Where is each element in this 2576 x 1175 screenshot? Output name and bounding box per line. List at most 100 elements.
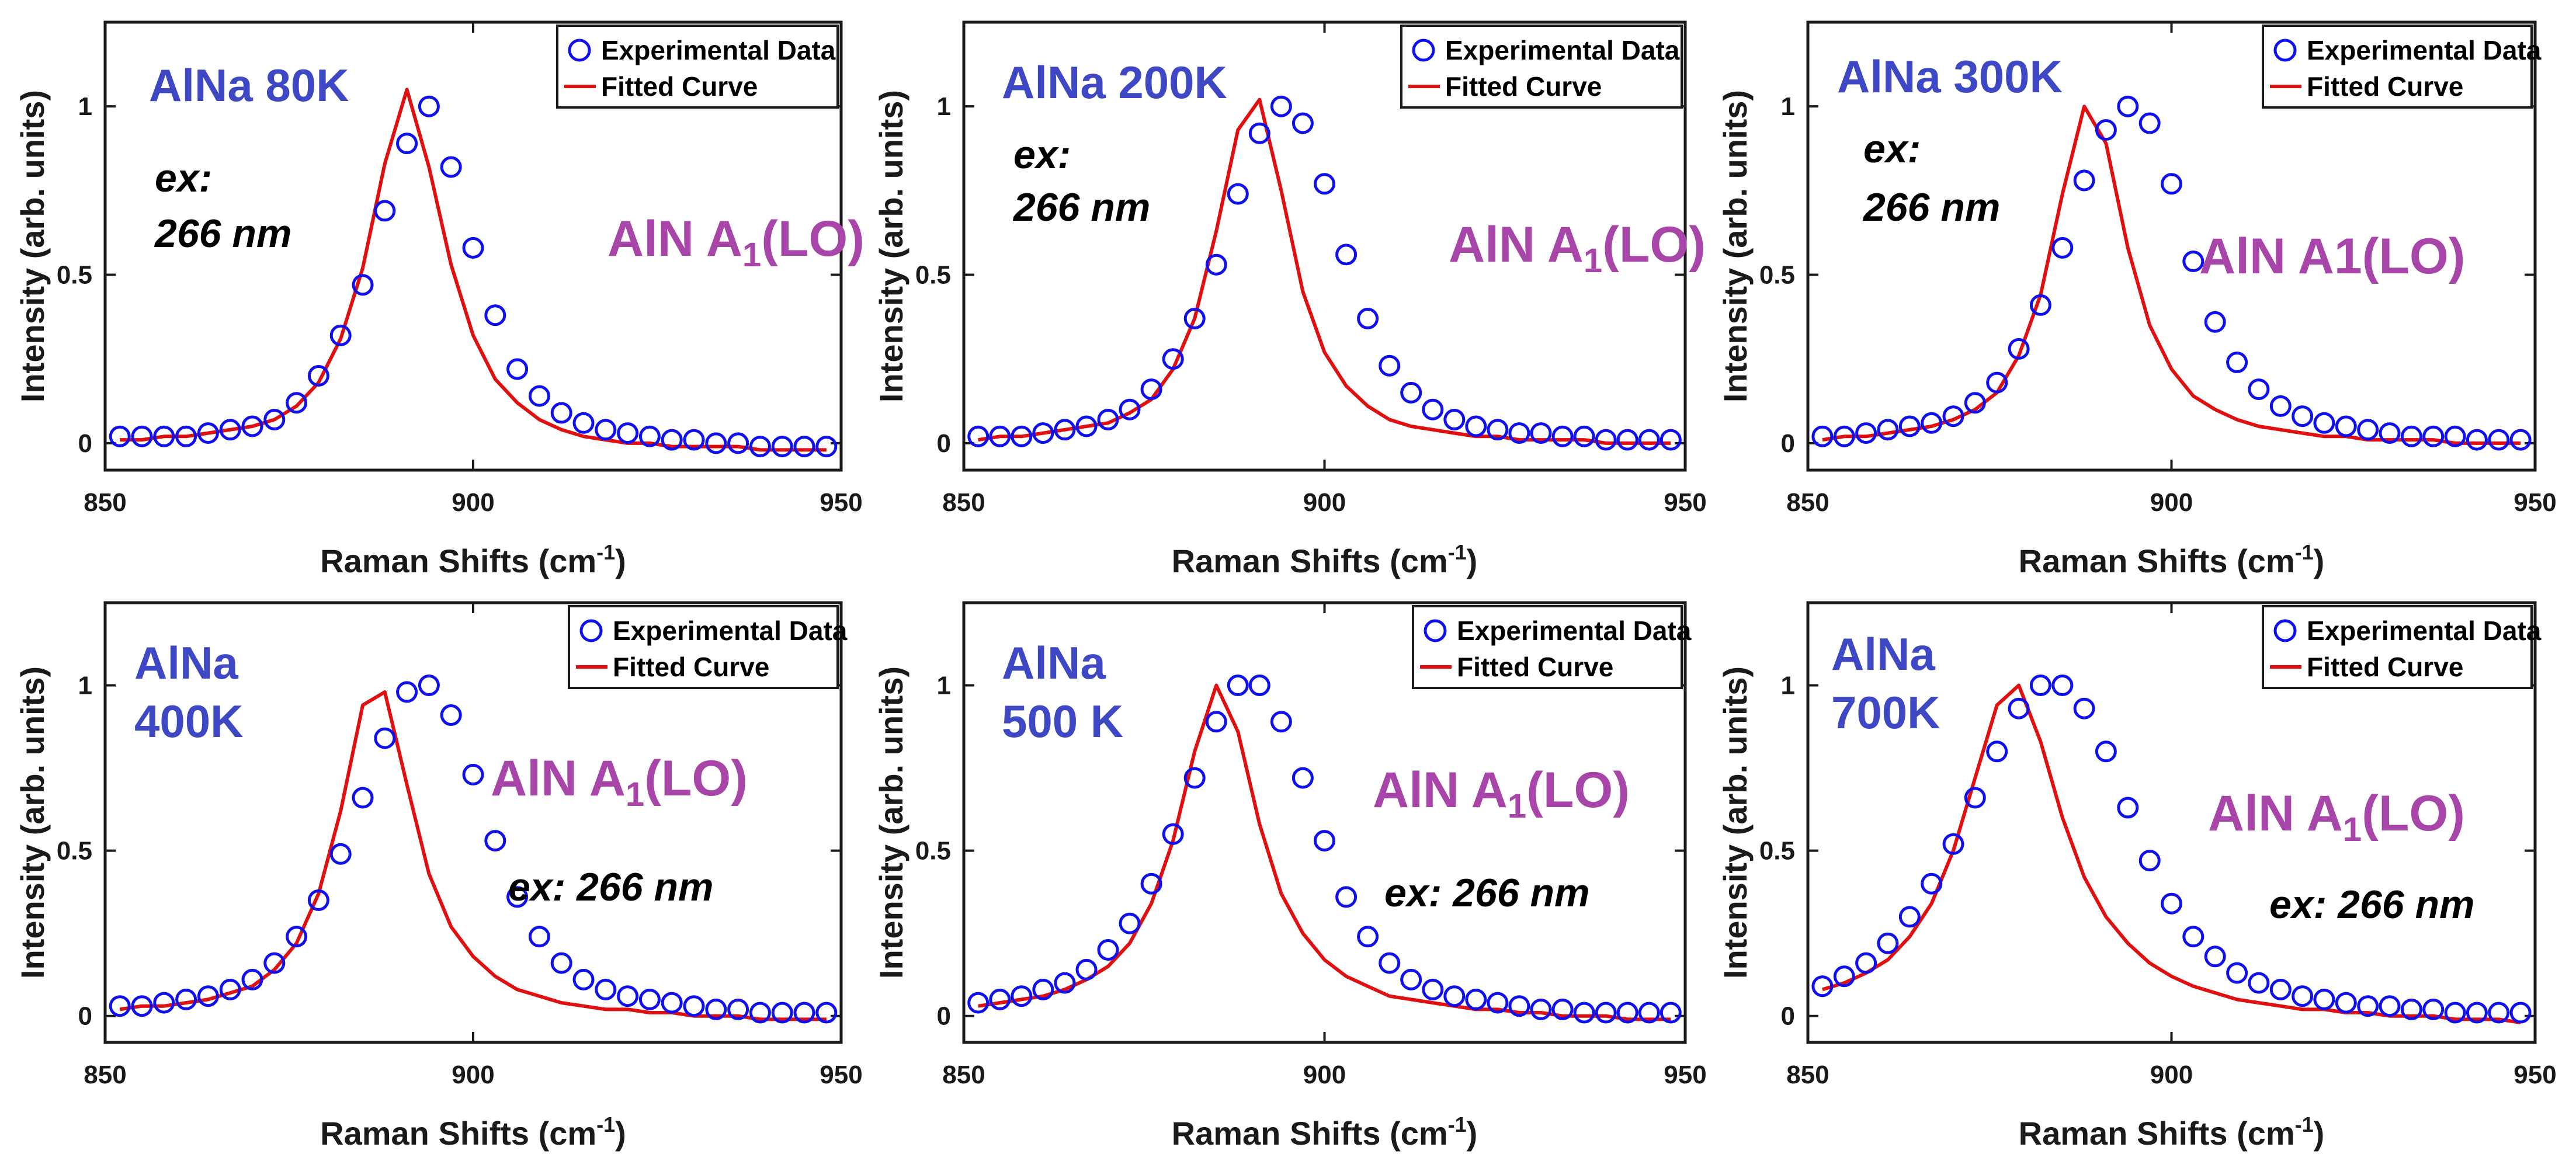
- x-axis-label-tail: ): [615, 1115, 626, 1152]
- x-tick-label: 950: [820, 488, 862, 517]
- x-axis-label-main: Raman Shifts (cm: [320, 543, 596, 579]
- data-point: [1942, 405, 1964, 427]
- data-point: [572, 968, 595, 990]
- legend-label-experimental: Experimental Data: [1457, 616, 1692, 646]
- data-point: [661, 992, 683, 1014]
- data-point: [2138, 112, 2161, 134]
- legend-label-fitted: Fitted Curve: [1457, 652, 1613, 682]
- legend-label-fitted: Fitted Curve: [2307, 71, 2463, 102]
- data-point: [418, 95, 440, 117]
- chart-panel-2: 850 900 950 0 0.5 1 Raman Shifts (cm-1) Intensi…: [873, 20, 1707, 579]
- data-point: [1616, 1002, 1638, 1024]
- peak-label: AlN A1(LO): [2199, 228, 2465, 284]
- data-point: [1986, 741, 2008, 763]
- data-point: [307, 889, 329, 911]
- y-tick-label: 0: [78, 429, 92, 458]
- peak-label-tail: (LO): [1526, 762, 1630, 818]
- data-point: [1119, 912, 1141, 934]
- data-point: [1508, 422, 1530, 444]
- data-point: [2335, 415, 2357, 437]
- x-tick-label: 950: [820, 1061, 862, 1089]
- legend-label-experimental: Experimental Data: [601, 35, 836, 65]
- legend-label-fitted: Fitted Curve: [601, 71, 758, 102]
- data-point: [1986, 371, 2008, 394]
- sample-label: 500 K: [1002, 696, 1123, 747]
- data-point: [2509, 1002, 2532, 1024]
- data-point: [683, 429, 705, 451]
- data-point: [1487, 419, 1509, 441]
- data-point: [109, 995, 131, 1017]
- data-point: [286, 392, 308, 414]
- data-point: [550, 952, 572, 974]
- x-axis-label-sup: -1: [596, 540, 615, 564]
- x-axis-label: Raman Shifts (cm-1): [320, 540, 626, 579]
- data-point: [815, 1002, 838, 1024]
- data-point: [2292, 985, 2314, 1007]
- data-point: [1248, 675, 1270, 696]
- data-point: [1248, 122, 1270, 144]
- data-point: [1314, 173, 1335, 195]
- data-point: [1097, 409, 1119, 430]
- data-point: [2379, 995, 2401, 1017]
- data-point: [793, 436, 815, 458]
- data-point: [1270, 711, 1292, 733]
- data-point: [1011, 985, 1033, 1007]
- data-point: [109, 425, 131, 447]
- data-point: [2313, 988, 2335, 1010]
- data-point: [2161, 892, 2182, 915]
- data-point: [241, 415, 263, 437]
- y-tick-label: 1: [937, 672, 951, 700]
- legend-box: [568, 605, 839, 689]
- legend-marker-icon: [2273, 39, 2297, 62]
- x-axis-label-sup: -1: [2295, 1113, 2314, 1136]
- excitation-label: ex:: [155, 156, 212, 200]
- data-point: [484, 304, 506, 326]
- data-point: [550, 402, 572, 424]
- data-point: [1551, 998, 1574, 1020]
- data-point: [131, 425, 153, 447]
- data-point: [2357, 419, 2379, 441]
- data-point: [2488, 1002, 2510, 1024]
- legend-label-fitted: Fitted Curve: [2307, 652, 2463, 682]
- sample-label: AlNa: [1002, 637, 1106, 689]
- data-point: [1638, 429, 1660, 451]
- x-tick-label: 850: [942, 488, 985, 517]
- sample-label: AlNa: [134, 637, 238, 689]
- legend-box: [556, 25, 839, 109]
- y-axis-label: Intensity (arb. units): [873, 90, 909, 402]
- data-point: [2488, 429, 2510, 451]
- data-point: [2248, 378, 2270, 401]
- data-point: [2117, 797, 2139, 819]
- chart-panel-5: 850 900 950 0 0.5 1 Raman Shifts (cm-1) Intensi…: [873, 601, 1707, 1152]
- x-tick-label: 950: [1664, 1061, 1706, 1089]
- data-point: [528, 926, 550, 948]
- peak-label-main: AlN A: [2208, 785, 2343, 842]
- legend-box: [1412, 605, 1683, 689]
- data-point: [1140, 872, 1162, 895]
- x-axis-label: Raman Shifts (cm-1): [2019, 540, 2325, 579]
- data-point: [352, 274, 374, 296]
- data-point: [1964, 392, 1986, 414]
- legend-box: [2262, 605, 2533, 689]
- chart-panel-6: 850 900 950 0 0.5 1 Raman Shifts (cm-1) Intensi…: [1717, 601, 2557, 1152]
- data-point: [1292, 112, 1314, 134]
- peak-label-main: AlN A: [1373, 762, 1508, 818]
- data-point: [1011, 425, 1033, 447]
- excitation-label: 266 nm: [1862, 185, 2000, 230]
- data-point: [1357, 308, 1379, 329]
- data-point: [1877, 419, 1899, 441]
- peak-label-tail: (LO): [2362, 785, 2465, 842]
- y-axis-label: Intensity (arb. units): [1717, 666, 1754, 979]
- legend-box: [1400, 25, 1683, 109]
- data-point: [2095, 119, 2117, 141]
- data-point: [1811, 425, 1834, 447]
- x-axis-label-tail: ): [1467, 543, 1478, 579]
- data-point: [1379, 354, 1401, 377]
- data-point: [989, 988, 1011, 1010]
- data-point: [2073, 697, 2095, 719]
- data-point: [661, 429, 683, 451]
- data-point: [2400, 998, 2422, 1020]
- data-point: [2029, 294, 2051, 316]
- peak-label: AlN A1(LO): [1449, 217, 1706, 280]
- legend-label-fitted: Fitted Curve: [1445, 71, 1602, 102]
